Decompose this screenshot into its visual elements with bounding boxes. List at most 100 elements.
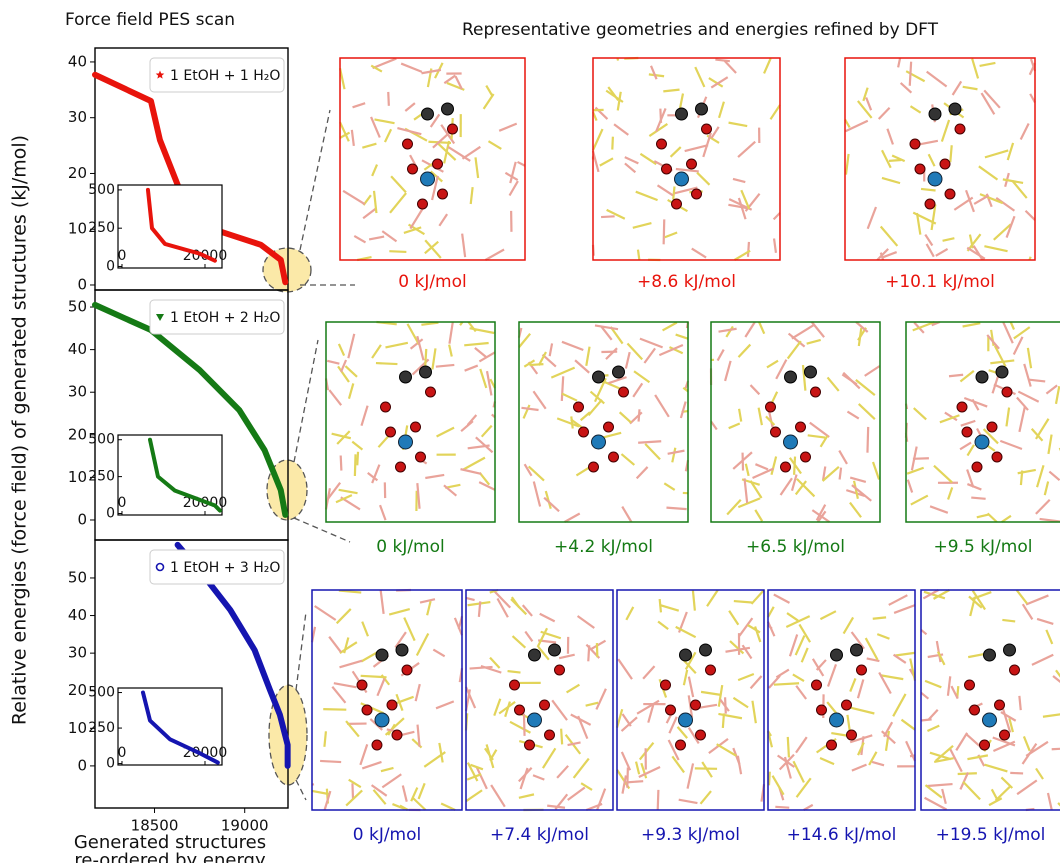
framework-bond (461, 469, 481, 474)
y-tick-label: 20 (68, 681, 87, 699)
framework-bond (327, 361, 339, 364)
atom (402, 665, 412, 675)
framework-bond (911, 496, 928, 505)
framework-bond (438, 143, 456, 160)
atom (525, 740, 535, 750)
framework-bond (775, 807, 789, 808)
framework-bond (475, 157, 478, 178)
framework-bond (948, 676, 950, 695)
framework-bond (466, 790, 482, 801)
framework-bond (910, 106, 920, 113)
atom (396, 462, 406, 472)
framework-bond (612, 137, 613, 150)
framework-bond (872, 762, 884, 765)
framework-bond (794, 457, 795, 475)
framework-bond (513, 636, 526, 648)
framework-bond (882, 150, 891, 168)
framework-bond (711, 421, 717, 429)
framework-bond (427, 601, 430, 615)
geometry-image (617, 590, 764, 810)
atom (984, 649, 996, 661)
atom (589, 462, 599, 472)
atom (609, 452, 619, 462)
framework-bond (719, 329, 737, 332)
framework-bond (660, 605, 679, 611)
framework-bond (562, 342, 583, 350)
framework-bond (1056, 386, 1059, 404)
framework-bond (388, 92, 389, 106)
framework-bond (341, 455, 342, 470)
geometry-frame (921, 590, 1060, 810)
atom (842, 700, 852, 710)
framework-bond (1029, 380, 1045, 382)
framework-bond (1028, 348, 1031, 368)
framework-bond (793, 674, 804, 681)
framework-bond (491, 785, 505, 807)
atom (827, 740, 837, 750)
framework-bond (996, 787, 1010, 801)
framework-bond (960, 371, 973, 382)
framework-bond (346, 790, 362, 805)
framework-bond (769, 676, 780, 688)
atom (781, 462, 791, 472)
framework-bond (626, 352, 630, 368)
framework-bond (948, 487, 952, 499)
framework-bond (846, 154, 849, 175)
geometry-image (466, 590, 606, 810)
framework-bond (385, 343, 407, 348)
framework-bond (738, 142, 755, 157)
framework-bond (355, 454, 356, 476)
atom (965, 680, 975, 690)
inset-y-tick-label: 250 (88, 720, 115, 736)
framework-bond (745, 322, 755, 337)
framework-bond (401, 64, 422, 72)
atom (995, 700, 1005, 710)
inset-y-tick-label: 0 (106, 756, 115, 772)
framework-bond (439, 743, 442, 763)
framework-bond (906, 741, 915, 761)
atom (996, 366, 1008, 378)
framework-bond (519, 794, 534, 797)
framework-bond (681, 402, 686, 418)
energy-label: 0 kJ/mol (376, 537, 445, 557)
atom (662, 164, 672, 174)
atom (702, 124, 712, 134)
framework-bond (671, 147, 681, 157)
framework-bond (644, 348, 655, 363)
framework-bond (578, 716, 587, 739)
framework-bond (565, 514, 580, 522)
framework-bond (865, 366, 880, 376)
atom (376, 649, 388, 661)
framework-bond (1024, 736, 1030, 750)
framework-bond (1046, 385, 1057, 393)
energy-label: +9.5 kJ/mol (934, 537, 1033, 557)
y-tick-label: 0 (77, 756, 87, 774)
framework-bond (561, 729, 562, 745)
framework-bond (1021, 123, 1029, 139)
framework-bond (576, 467, 589, 475)
atom (420, 366, 432, 378)
framework-bond (895, 653, 914, 656)
framework-bond (363, 209, 375, 219)
framework-bond (1046, 630, 1052, 644)
framework-bond (852, 765, 867, 771)
framework-bond (568, 788, 585, 800)
framework-bond (774, 683, 799, 684)
atom (372, 740, 382, 750)
framework-bond (627, 768, 628, 788)
framework-bond (1036, 768, 1043, 779)
framework-bond (802, 648, 808, 662)
framework-bond (974, 195, 989, 204)
framework-bond (927, 244, 934, 257)
atom (811, 387, 821, 397)
framework-bond (1037, 619, 1053, 624)
framework-bond (449, 345, 452, 357)
framework-bond (1001, 777, 1012, 788)
framework-bond (925, 235, 932, 246)
atom (847, 730, 857, 740)
framework-bond (640, 154, 656, 164)
geometry-image (326, 322, 495, 520)
framework-bond (340, 642, 357, 653)
framework-bond (352, 783, 353, 799)
framework-bond (739, 345, 751, 358)
